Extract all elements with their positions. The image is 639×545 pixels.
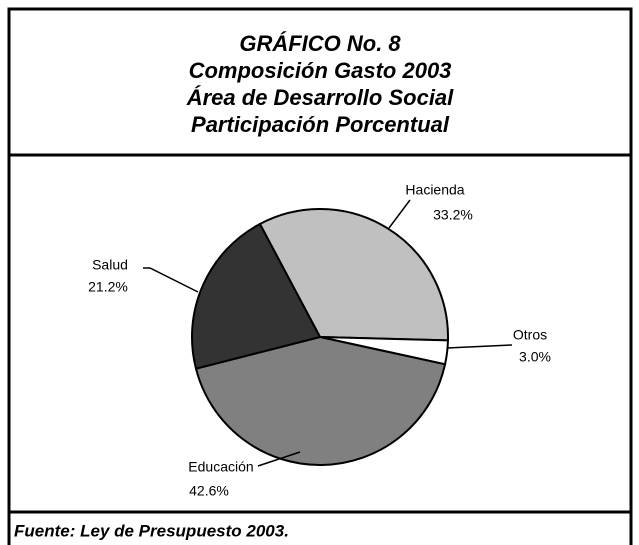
leader-line <box>446 344 513 349</box>
slice-value-label: 3.0% <box>519 349 551 365</box>
chart-title: GRÁFICO No. 8 <box>239 31 401 56</box>
frame <box>7 7 633 545</box>
slice-label: Salud <box>92 257 128 273</box>
pie-slice <box>191 222 322 370</box>
slice-value-label: 33.2% <box>433 207 473 223</box>
source-note: Fuente: Ley de Presupuesto 2003. <box>14 521 289 540</box>
slice-label: Hacienda <box>405 182 464 198</box>
chart-subtitle: Área de Desarrollo Social <box>186 85 454 110</box>
slice-value-label: 21.2% <box>88 279 128 295</box>
pie-slice <box>258 208 449 342</box>
chart-subtitle: Composición Gasto 2003 <box>189 58 452 83</box>
slice-label: Educación <box>188 459 253 475</box>
chart-subtitle: Participación Porcentual <box>191 112 450 137</box>
pie-slice <box>194 335 447 466</box>
slice-label: Otros <box>513 327 547 343</box>
leader-line <box>143 267 199 293</box>
leader-line <box>257 451 301 467</box>
leader-line <box>388 199 411 229</box>
slice-value-label: 42.6% <box>189 483 229 499</box>
